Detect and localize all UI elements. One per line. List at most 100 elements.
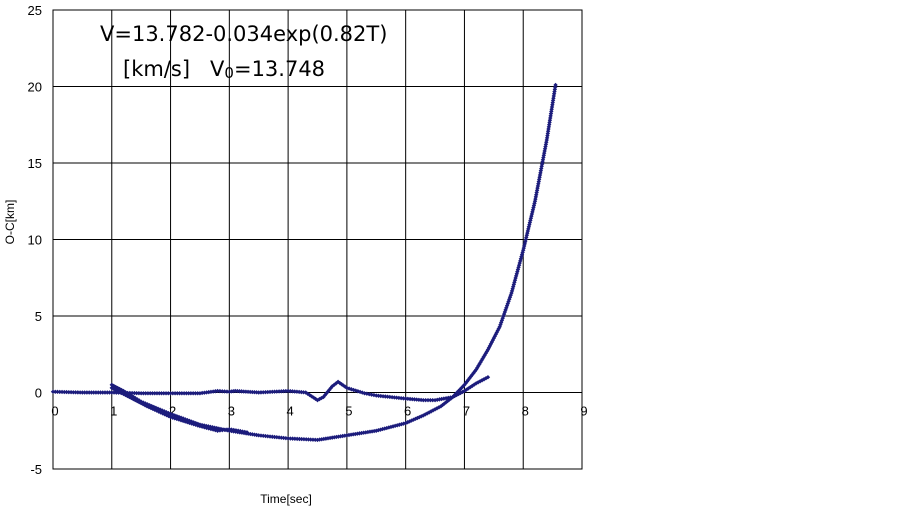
data-point [552,87,558,92]
data-point [175,391,180,396]
data-point [538,170,543,176]
data-point [96,390,101,395]
data-point [75,390,81,395]
y-tick-label: 10 [28,233,42,248]
data-point [545,129,551,134]
data-point [129,390,135,396]
data-point [177,391,182,396]
data-point [109,390,114,395]
data-point [526,226,531,232]
data-point [168,391,173,396]
data-point [181,391,187,396]
data-point [544,137,549,143]
data-point [206,426,211,431]
data-point [195,391,200,396]
data-point [214,425,219,431]
data-point [239,389,244,394]
data-point [98,390,103,395]
data-point [143,391,148,396]
data-point [212,425,217,430]
data-point [542,150,547,156]
data-point [543,144,548,149]
data-point [524,233,529,238]
data-point [546,126,551,132]
grid [53,10,582,469]
x-tick-label: 2 [169,404,176,419]
x-tick-label: 0 [51,404,58,419]
x-tick-label: 5 [345,404,352,419]
data-point [547,122,552,127]
data-point [105,390,110,395]
data-point [59,389,65,395]
data-point [50,389,56,394]
y-tick-label: 15 [28,156,42,171]
initial-velocity-label: [km/s] V0=13.748 [123,57,325,82]
data-point [521,248,526,253]
data-point [82,390,87,395]
data-point [53,389,58,394]
x-tick-label: 7 [463,404,470,419]
data-point [552,84,558,90]
data-point [64,389,69,395]
data-point [123,392,128,398]
data-point [423,397,428,403]
data-point [138,391,144,396]
data-point [514,271,519,276]
data-point [538,168,544,173]
data-point [520,250,525,255]
data-point [220,427,225,433]
data-point [244,430,250,435]
y-tick-label: -5 [30,462,42,477]
data-point [161,391,166,396]
data-point [539,164,544,169]
data-point [148,391,153,396]
data-point [551,91,557,96]
data-point [421,397,426,403]
data-point [534,190,539,195]
x-tick-label: 1 [110,404,117,419]
data-point [145,391,151,396]
data-point [132,390,137,396]
data-point [545,133,550,138]
data-point [539,161,545,167]
data-point [534,188,540,193]
data-point [190,391,196,396]
data-point [527,222,532,227]
data-points [50,82,558,443]
data-point [510,286,515,291]
data-point [536,181,541,186]
data-point [545,131,550,136]
data-point [164,409,169,415]
data-point [544,135,550,141]
data-point [220,389,225,394]
data-point [154,391,160,396]
data-point [511,282,517,287]
x-tick-label: 6 [404,404,411,419]
data-point [93,390,99,395]
data-point [522,243,527,249]
data-point [550,102,555,107]
plot-area [52,9,583,470]
data-point [512,277,518,283]
y-tick-label: 25 [28,3,42,18]
x-axis-label: Time[sec] [260,492,312,506]
data-point [540,157,546,162]
data-point [170,391,176,396]
data-point [231,427,236,433]
data-point [546,124,552,130]
initial-velocity-subscript: 0 [224,64,234,82]
y-axis-label: O-C[km] [3,200,17,245]
data-point [551,93,556,99]
data-point [153,405,159,410]
data-point [527,220,533,225]
data-point [511,284,516,289]
data-point [136,391,142,396]
data-point [525,228,531,234]
data-point [186,391,191,396]
data-point [537,175,542,180]
data-point [513,273,519,279]
data-point [55,389,60,395]
data-point [521,245,526,251]
initial-velocity-value: =13.748 [234,57,325,81]
